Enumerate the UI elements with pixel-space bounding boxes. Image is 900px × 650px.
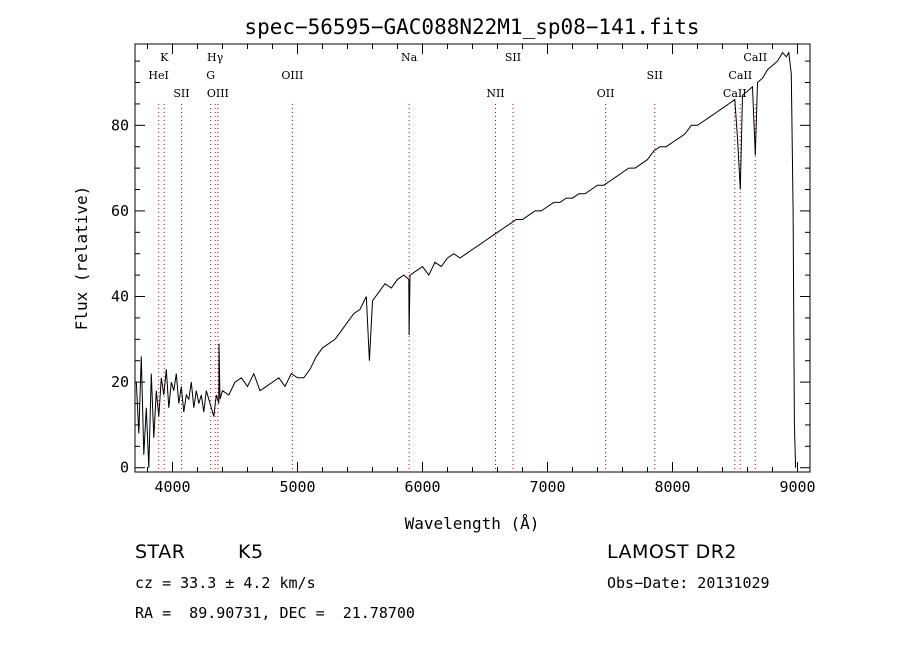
x-tick-label: 4000 bbox=[154, 478, 190, 496]
x-axis: 4000 5000 6000 7000 8000 9000 bbox=[147, 44, 816, 496]
x-tick-label: 5000 bbox=[279, 478, 315, 496]
line-label: NII bbox=[486, 87, 504, 100]
x-tick-label: 6000 bbox=[404, 478, 440, 496]
line-label: SII bbox=[505, 51, 521, 64]
survey-name: LAMOST DR2 bbox=[607, 541, 737, 563]
x-axis-label: Wavelength (Å) bbox=[405, 514, 540, 533]
y-tick-label: 60 bbox=[111, 202, 129, 220]
y-tick-label: 80 bbox=[111, 116, 129, 134]
y-tick-label: 20 bbox=[111, 373, 129, 391]
object-subclass: K5 bbox=[238, 541, 264, 563]
line-label: Na bbox=[401, 51, 418, 64]
line-label: CaII bbox=[728, 69, 752, 82]
redshift-velocity: cz = 33.3 ± 4.2 km/s bbox=[135, 574, 316, 592]
x-tick-label: 9000 bbox=[779, 478, 815, 496]
line-label: CaII bbox=[743, 51, 767, 64]
line-label: G bbox=[206, 69, 215, 82]
x-tick-label: 7000 bbox=[529, 478, 565, 496]
line-label: OIII bbox=[207, 87, 229, 100]
line-label: OIII bbox=[281, 69, 303, 82]
spectral-line-markers: HeI K SII G Hγ OIII OIII Na NII SII OII SII CaII CaII… bbox=[148, 51, 767, 472]
y-tick-label: 0 bbox=[120, 459, 129, 477]
spectrum-line bbox=[135, 51, 797, 468]
line-label: Hγ bbox=[207, 51, 224, 64]
plot-frame bbox=[134, 43, 811, 473]
line-label: K bbox=[160, 51, 169, 64]
line-label: OII bbox=[597, 87, 615, 100]
line-label: SII bbox=[173, 87, 189, 100]
sky-coordinates: RA = 89.90731, DEC = 21.78700 bbox=[135, 604, 415, 622]
y-axis: 0 20 40 60 80 bbox=[111, 60, 810, 477]
y-tick-label: 40 bbox=[111, 288, 129, 306]
observation-date: Obs−Date: 20131029 bbox=[607, 574, 770, 592]
line-label: HeI bbox=[148, 69, 168, 82]
chart-title: spec−56595−GAC088N22M1_sp08−141.fits bbox=[244, 15, 699, 39]
line-label: SII bbox=[647, 69, 663, 82]
y-axis-label: Flux (relative) bbox=[72, 186, 91, 331]
line-label: CaII bbox=[723, 87, 747, 100]
x-tick-label: 8000 bbox=[654, 478, 690, 496]
object-class: STAR bbox=[135, 541, 186, 563]
